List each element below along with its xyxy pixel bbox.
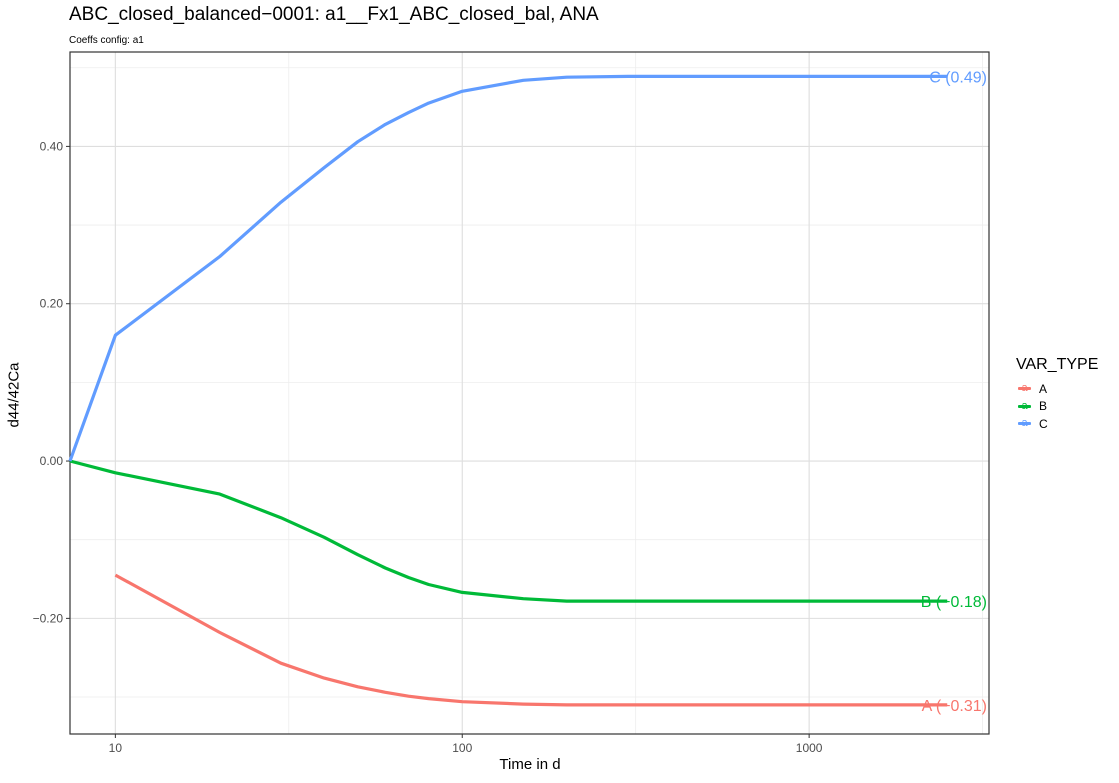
legend-key-a: a <box>1016 380 1033 397</box>
x-tick-label: 1000 <box>796 741 823 755</box>
legend-item-b: a B <box>1016 398 1098 416</box>
legend-title: VAR_TYPE <box>1016 356 1099 373</box>
y-tick-label: 0.00 <box>40 454 64 468</box>
series-line-a <box>114 573 948 707</box>
legend-key-b: a <box>1016 398 1033 415</box>
series-line-b <box>69 459 948 603</box>
legend: VAR_TYPE a A a B a C <box>1016 356 1098 433</box>
y-tick-label: −0.20 <box>33 611 64 625</box>
x-axis-title: Time in d <box>499 756 561 773</box>
legend-item-c: a C <box>1016 415 1098 433</box>
plot-panel-border <box>69 51 990 735</box>
end-label-a: A (−0.31) <box>922 698 987 715</box>
series-line-c <box>68 74 948 462</box>
y-tick-label: 0.20 <box>40 297 64 311</box>
x-tick-label: 10 <box>109 741 123 755</box>
legend-key-c: a <box>1016 415 1033 432</box>
legend-label-a: A <box>1039 381 1048 396</box>
chart-title: ABC_closed_balanced−0001: a1__Fx1_ABC_cl… <box>69 4 599 25</box>
legend-item-a: a A <box>1016 380 1098 398</box>
end-label-c: C (0.49) <box>929 69 987 86</box>
chart-subtitle: Coeffs config: a1 <box>69 35 144 46</box>
legend-label-b: B <box>1039 399 1048 414</box>
legend-label-c: C <box>1039 416 1048 431</box>
x-tick-label: 100 <box>452 741 472 755</box>
y-tick-label: 0.40 <box>40 139 64 153</box>
end-label-b: B (−0.18) <box>921 594 987 611</box>
